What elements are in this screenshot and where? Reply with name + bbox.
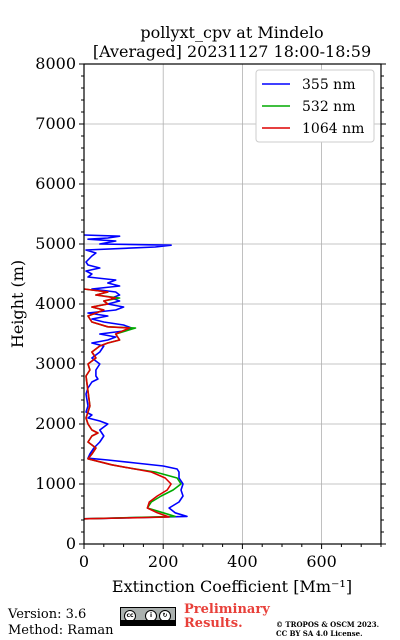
y-tick-label: 6000 [35,174,76,193]
x-axis-label: Extinction Coefficient [Mm⁻¹] [112,577,352,596]
copyright-line1: © TROPOS & OSCM 2023. [276,620,380,629]
plot-area [83,234,188,520]
version-info: Version: 3.6 Method: Raman [8,607,114,639]
y-axis-label: Height (m) [8,260,27,348]
y-tick-label: 8000 [35,54,76,73]
cc-icon: cc [124,610,136,622]
method-label: Method: Raman [8,623,114,638]
y-tick-label: 4000 [35,294,76,313]
y-tick-label: 7000 [35,114,76,133]
preliminary-line2: Results. [184,616,243,631]
x-tick-label: 400 [227,552,258,571]
y-tick-label: 2000 [35,414,76,433]
copyright-line2: CC BY SA 4.0 License. [276,629,363,638]
copyright-notice: © TROPOS & OSCM 2023. CC BY SA 4.0 Licen… [276,620,379,638]
legend: 355 nm 532 nm 1064 nm [255,69,375,143]
x-tick-label: 0 [79,552,89,571]
version-label: Version: 3.6 [8,607,87,622]
cc-band [121,620,175,625]
legend-label: 1064 nm [302,121,364,137]
preliminary-notice: Preliminary Results. [184,603,270,631]
x-tick-label: 200 [148,552,179,571]
y-tick-label: 5000 [35,234,76,253]
cc-by-sa-icon: cc i ↻ [120,607,176,626]
extinction-profile-chart: pollyxt_cpv at Mindelo [Averaged] 202311… [8,23,386,596]
axis-ticks: 0 200 400 600010002000300040005000600070008… [35,54,386,571]
series-line-355-nm [83,234,188,520]
preliminary-line1: Preliminary [184,602,270,617]
y-tick-label: 3000 [35,354,76,373]
series-line-1064-nm [83,288,172,520]
legend-label: 355 nm [302,77,355,93]
legend-label: 532 nm [302,99,355,115]
y-tick-label: 0 [66,534,76,553]
chart-subtitle: [Averaged] 20231127 18:00-18:59 [93,42,371,61]
legend-box [255,69,375,143]
chart-title: pollyxt_cpv at Mindelo [140,23,323,42]
x-tick-label: 600 [306,552,337,571]
y-tick-label: 1000 [35,474,76,493]
